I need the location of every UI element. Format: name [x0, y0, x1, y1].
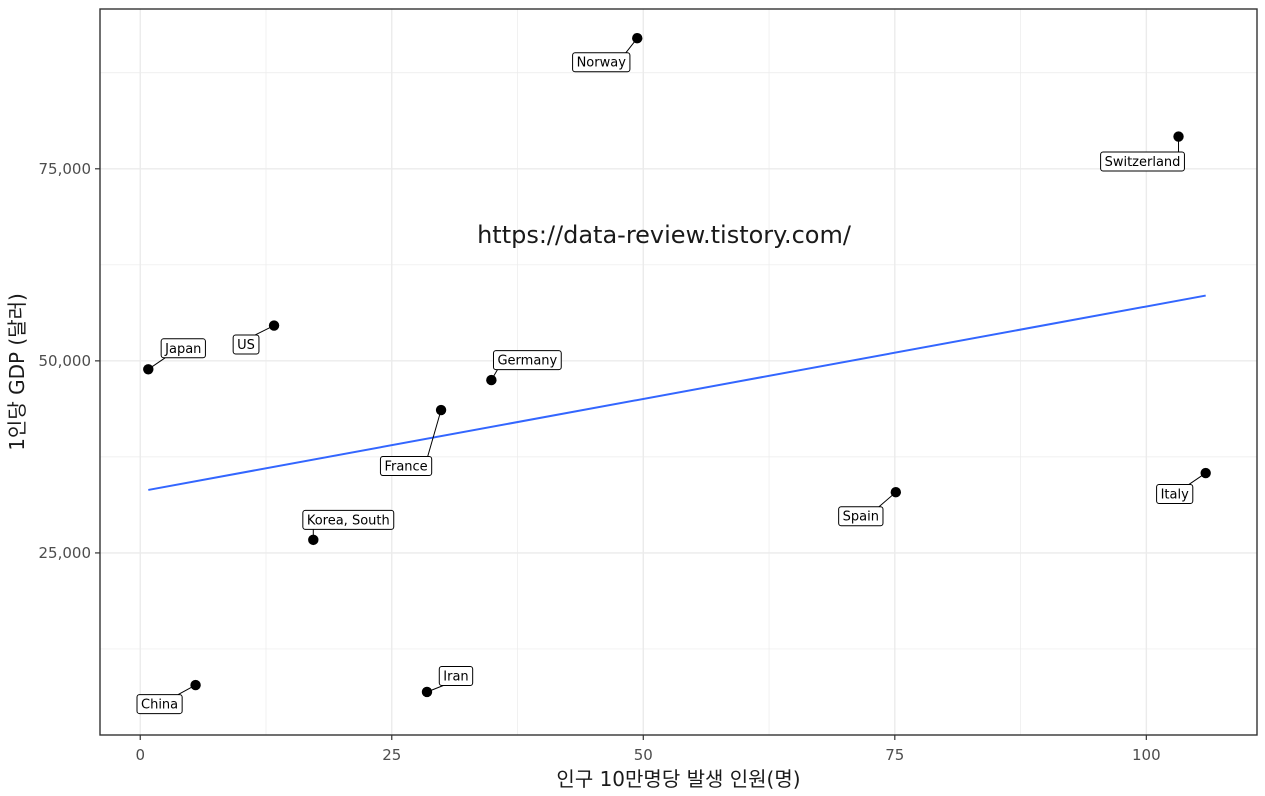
point-label-text: Iran	[443, 669, 468, 684]
data-points	[143, 32, 1211, 698]
y-tick-label: 25,000	[39, 544, 92, 562]
point-label-text: Spain	[843, 510, 879, 525]
point-label-connector	[1188, 472, 1206, 485]
point-label-text: Italy	[1161, 488, 1190, 503]
point-label-box	[160, 338, 206, 359]
point-label-text: Switzerland	[1105, 155, 1181, 170]
point-label-box	[838, 506, 884, 527]
point-label-text: US	[237, 338, 255, 353]
data-point	[1200, 467, 1211, 479]
x-tick-label: 0	[135, 746, 145, 764]
point-label: US	[232, 334, 260, 355]
x-tick-label: 25	[382, 746, 401, 764]
point-label: Germany	[492, 350, 562, 371]
x-tick-label: 75	[885, 746, 904, 764]
point-label-box	[492, 350, 562, 371]
point-label-connector	[148, 357, 166, 370]
point-label-text: Korea, South	[307, 513, 390, 528]
point-label-box	[379, 456, 433, 477]
point-label-connector	[426, 685, 444, 693]
trend-line	[148, 294, 1206, 491]
point-label-text: China	[141, 698, 178, 713]
point-label-connector	[490, 369, 498, 381]
point-label: Switzerland	[1100, 151, 1185, 172]
point-label-box	[302, 509, 395, 530]
x-tick-label: 100	[1132, 746, 1161, 764]
trend-line-group	[148, 294, 1206, 491]
point-label: Iran	[438, 665, 474, 686]
point-label-box	[572, 52, 631, 73]
point-label-text: France	[384, 460, 427, 475]
x-axis-title: 인구 10만명당 발생 인원(명)	[556, 767, 800, 791]
point-label-text: Germany	[497, 354, 557, 369]
point-label-box	[1156, 484, 1194, 505]
axes: 0 25 50 75 100 25,000 50,000 75,000	[39, 160, 1161, 764]
point-label: Italy	[1156, 484, 1194, 505]
point-label-box	[438, 665, 474, 686]
point-label: China	[136, 694, 183, 715]
y-tick-label: 75,000	[39, 160, 92, 178]
point-label: France	[379, 456, 433, 477]
point-labels: Norway Switzerland US Japan Germany France Ita…	[136, 37, 1206, 715]
point-label-box	[136, 694, 183, 715]
point-label: Spain	[838, 506, 884, 527]
y-tick-label: 50,000	[39, 352, 92, 370]
point-label-box	[1100, 151, 1185, 172]
point-label-text: Japan	[164, 342, 201, 357]
point-label-connector	[625, 37, 638, 54]
point-label-box	[232, 334, 260, 355]
x-tick-label: 50	[634, 746, 653, 764]
point-label: Norway	[572, 52, 631, 73]
point-label-connector	[427, 409, 442, 457]
grid-lines	[100, 9, 1257, 735]
point-label-connector	[177, 684, 196, 696]
watermark-text: https://data-review.tistory.com/	[477, 221, 852, 249]
point-label: Japan	[160, 338, 206, 359]
point-label-connector	[878, 491, 897, 508]
point-label-text: Norway	[577, 56, 627, 71]
point-label: Korea, South	[302, 509, 395, 530]
point-label-connector	[254, 325, 275, 336]
y-axis-title: 1인당 GDP (달러)	[5, 293, 29, 451]
panel-border	[99, 8, 1258, 736]
